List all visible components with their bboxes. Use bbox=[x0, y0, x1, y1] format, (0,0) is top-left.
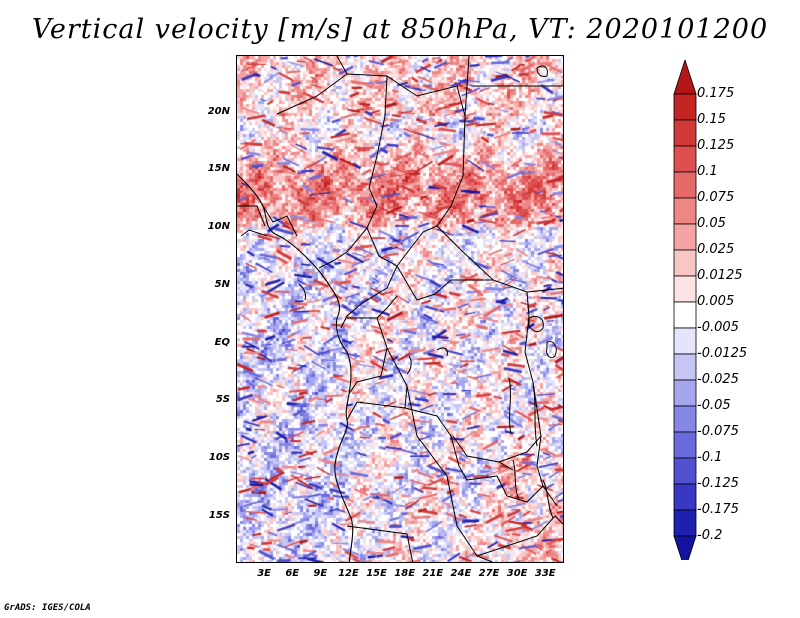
colorbar-segment bbox=[673, 379, 697, 407]
colorbar-label: -0.05 bbox=[697, 398, 731, 413]
colorbar-segment bbox=[673, 93, 697, 121]
lat-label: EQ bbox=[214, 336, 230, 348]
colorbar-segment bbox=[673, 405, 697, 433]
colorbar-label: 0.175 bbox=[697, 86, 735, 101]
colorbar-segment bbox=[673, 119, 697, 147]
lat-label: 10S bbox=[208, 452, 230, 464]
lat-label: 15S bbox=[208, 509, 230, 521]
colorbar-label: -0.075 bbox=[697, 424, 739, 439]
colorbar-label: -0.1 bbox=[697, 450, 723, 465]
lat-label: 5N bbox=[214, 278, 230, 290]
colorbar-segment bbox=[673, 509, 697, 537]
lon-label: 3E bbox=[257, 568, 271, 579]
colorbar-segment bbox=[673, 457, 697, 485]
grads-credit: GrADS: IGES/COLA bbox=[4, 603, 91, 613]
colorbar-segment bbox=[673, 223, 697, 251]
vertical-velocity-field bbox=[237, 56, 563, 562]
colorbar bbox=[673, 60, 697, 560]
colorbar-segment bbox=[673, 60, 697, 95]
map-overlay bbox=[237, 56, 563, 562]
lat-label: 10N bbox=[207, 221, 230, 233]
country-borders bbox=[237, 56, 563, 562]
colorbar-segment bbox=[673, 301, 697, 329]
plot-title: Vertical velocity [m/s] at 850hPa, VT: 2… bbox=[31, 14, 769, 45]
lon-label: 18E bbox=[394, 568, 416, 579]
lat-label: 15N bbox=[207, 163, 230, 175]
colorbar-label: -0.0125 bbox=[697, 346, 748, 361]
lon-label: 24E bbox=[450, 568, 472, 579]
colorbar-label: 0.025 bbox=[697, 242, 735, 257]
colorbar-segment bbox=[673, 327, 697, 355]
colorbar-segment bbox=[673, 275, 697, 303]
colorbar-segment bbox=[673, 535, 697, 560]
lon-label: 30E bbox=[506, 568, 528, 579]
map-panel bbox=[236, 55, 564, 563]
colorbar-label: -0.025 bbox=[697, 372, 739, 387]
coastline bbox=[237, 173, 354, 562]
colorbar-label: 0.005 bbox=[697, 294, 735, 309]
colorbar-label: 0.0125 bbox=[697, 268, 743, 283]
lon-label: 27E bbox=[478, 568, 500, 579]
colorbar-segment bbox=[673, 197, 697, 225]
lat-label: 20N bbox=[207, 105, 230, 117]
colorbar-segment bbox=[673, 145, 697, 173]
colorbar-segment bbox=[673, 353, 697, 381]
lon-label: 6E bbox=[285, 568, 300, 579]
colorbar-label: 0.15 bbox=[697, 112, 726, 127]
colorbar-label: -0.2 bbox=[697, 528, 723, 543]
lon-label: 12E bbox=[338, 568, 359, 579]
colorbar-label: 0.075 bbox=[697, 190, 735, 205]
colorbar-label: -0.005 bbox=[697, 320, 739, 335]
colorbar-segment bbox=[673, 431, 697, 459]
colorbar-label: -0.125 bbox=[697, 476, 739, 491]
lon-label: 21E bbox=[422, 568, 444, 579]
colorbar-segment bbox=[673, 171, 697, 199]
lon-label: 15E bbox=[366, 568, 387, 579]
lon-label: 9E bbox=[313, 568, 328, 579]
colorbar-label: 0.125 bbox=[697, 138, 735, 153]
lon-label: 33E bbox=[534, 568, 556, 579]
colorbar-label: 0.1 bbox=[697, 164, 718, 179]
colorbar-segment bbox=[673, 483, 697, 511]
colorbar-label: 0.05 bbox=[697, 216, 726, 231]
lakes bbox=[298, 65, 557, 519]
colorbar-label: -0.175 bbox=[697, 502, 739, 517]
lat-label: 5S bbox=[215, 394, 230, 406]
colorbar-segment bbox=[673, 249, 697, 277]
